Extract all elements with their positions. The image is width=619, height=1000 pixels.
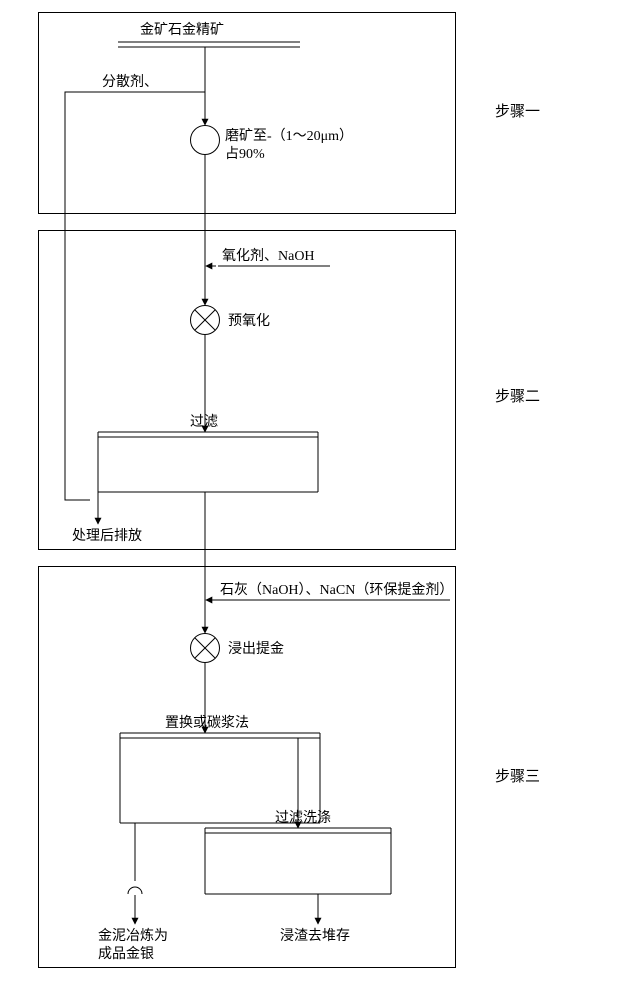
preoxidation-node [190,305,220,335]
grind-node [190,125,220,155]
step1-box [38,12,456,214]
lime-label: 石灰（NaOH）、NaCN（环保提金剂） [220,582,453,600]
dispersant-label: 分散剂、 [102,74,158,92]
oxidant-label: 氧化剂、NaOH [222,248,315,266]
filter-label: 过滤 [190,414,218,432]
smelt-label-line2: 成品金银 [98,947,154,962]
step2-label: 步骤二 [495,385,540,406]
step1-label: 步骤一 [495,100,540,121]
wash-label: 过滤洗涤 [275,810,331,828]
grind-label: 磨矿至-（1～20μm） 占90% [225,128,353,164]
input-ore-label: 金矿石金精矿 [140,22,224,40]
step3-box [38,566,456,968]
discharge-label: 处理后排放 [72,528,142,546]
step2-box [38,230,456,550]
leach-label: 浸出提金 [228,641,284,659]
grind-label-line2: 占90% [225,147,265,162]
residue-label: 浸渣去堆存 [280,928,350,946]
replace-label: 置换或碳浆法 [165,715,249,733]
grind-label-line1: 磨矿至-（1～20μm） [225,129,353,144]
smelt-label: 金泥冶炼为 成品金银 [98,928,168,964]
step3-label: 步骤三 [495,765,540,786]
preoxidation-label: 预氧化 [228,313,270,331]
leach-node [190,633,220,663]
smelt-label-line1: 金泥冶炼为 [98,929,168,944]
